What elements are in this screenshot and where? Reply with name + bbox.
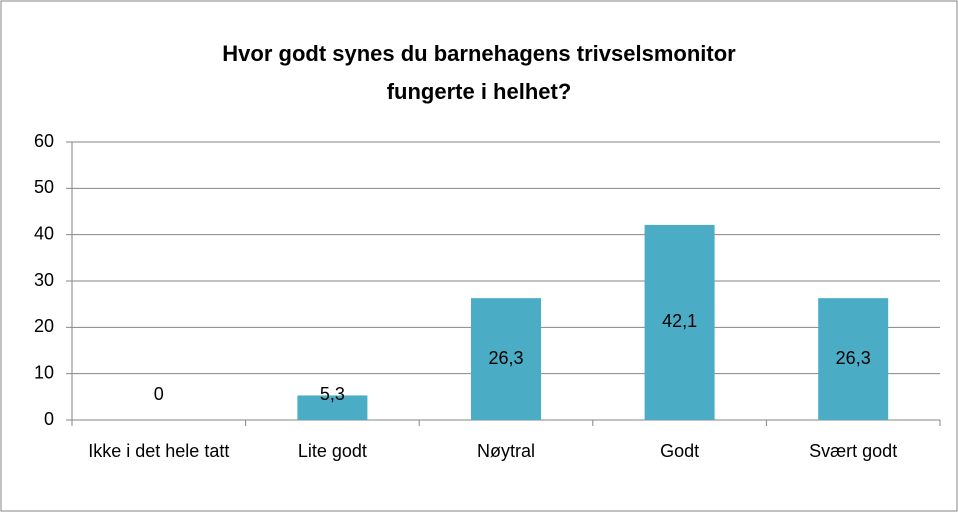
x-tick-label: Ikke i det hele tatt [88,441,230,461]
y-tick-label: 0 [44,409,54,429]
chart-title: fungerte i helhet? [387,79,572,104]
data-label: 42,1 [662,311,697,331]
chart-title: Hvor godt synes du barnehagens trivselsm… [222,41,736,66]
bar [644,224,715,420]
bar [818,298,889,420]
y-tick-label: 40 [34,223,54,243]
y-tick-label: 60 [34,131,54,151]
x-tick-label: Godt [660,441,700,461]
y-tick-label: 20 [34,316,54,336]
y-tick-label: 50 [34,177,54,197]
data-label: 0 [154,384,164,404]
x-tick-label: Svært godt [809,441,898,461]
bar [297,395,368,420]
x-tick-label: Nøytral [477,441,535,461]
data-label: 26,3 [488,348,523,368]
data-label: 26,3 [836,348,871,368]
x-tick-label: Lite godt [297,441,367,461]
y-tick-label: 10 [34,362,54,382]
y-tick-label: 30 [34,270,54,290]
data-label: 5,3 [320,384,345,404]
bar [471,298,541,420]
